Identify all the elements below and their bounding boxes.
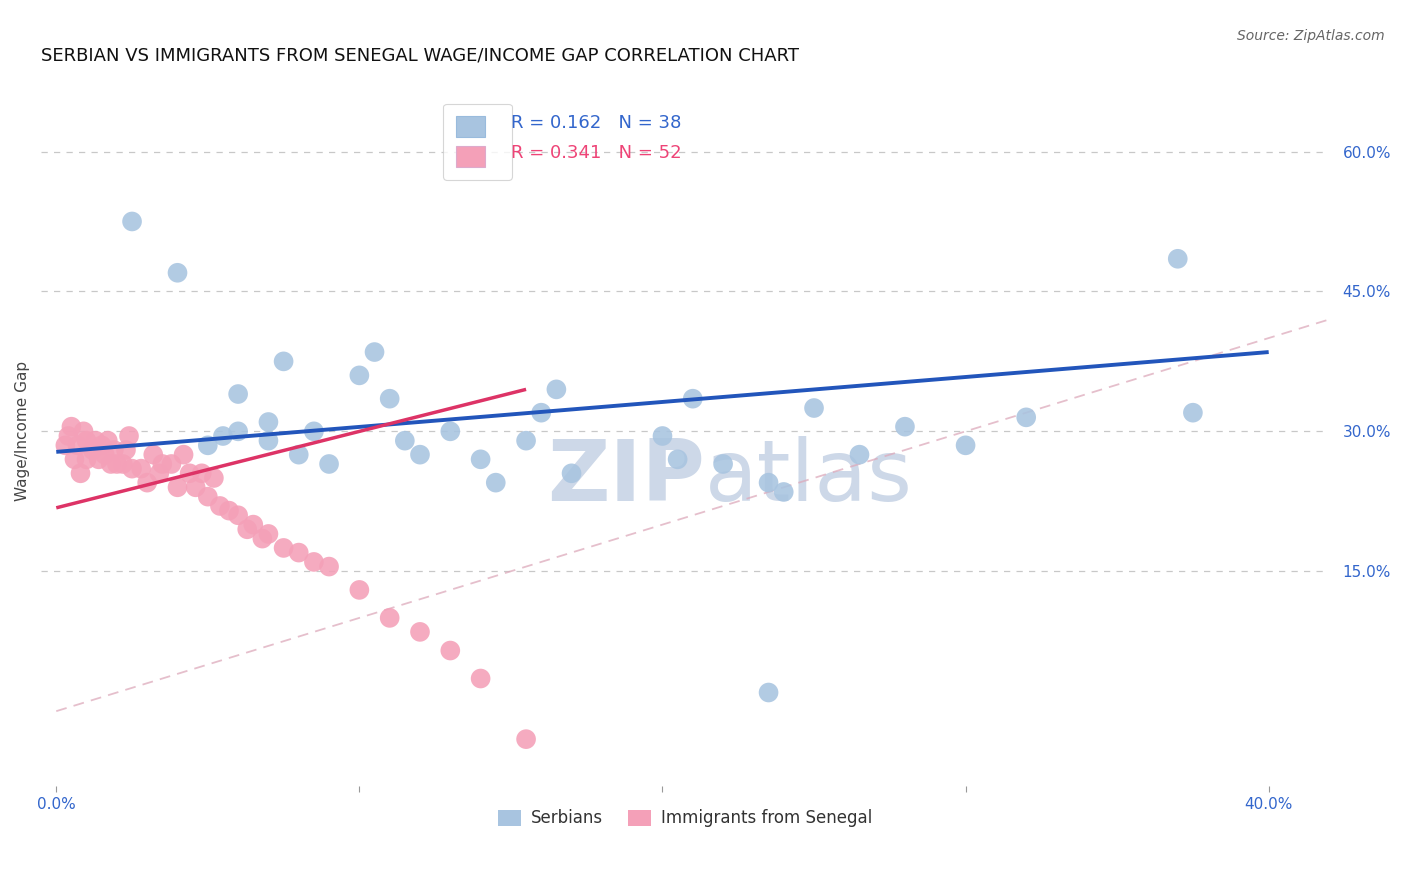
Point	[318, 559, 340, 574]
Point	[894, 419, 917, 434]
Point	[470, 452, 492, 467]
Point	[273, 541, 295, 555]
Point	[409, 448, 432, 462]
Point	[173, 448, 195, 462]
Point	[150, 457, 173, 471]
Point	[100, 457, 122, 471]
Point	[287, 448, 309, 462]
Point	[166, 480, 188, 494]
Point	[218, 503, 240, 517]
Text: R = 0.162   N = 38: R = 0.162 N = 38	[512, 114, 682, 132]
Point	[515, 434, 537, 448]
Point	[651, 429, 673, 443]
Point	[955, 438, 977, 452]
Point	[97, 434, 120, 448]
Point	[226, 508, 249, 523]
Point	[103, 442, 125, 457]
Point	[66, 438, 89, 452]
Point	[682, 392, 704, 406]
Point	[257, 415, 280, 429]
Point	[226, 425, 249, 439]
Point	[302, 425, 325, 439]
Point	[287, 546, 309, 560]
Point	[69, 467, 91, 481]
Point	[273, 354, 295, 368]
Point	[58, 429, 80, 443]
Point	[349, 368, 371, 383]
Point	[160, 457, 183, 471]
Text: ZIP: ZIP	[547, 436, 704, 519]
Point	[82, 442, 104, 457]
Point	[485, 475, 508, 490]
Point	[226, 387, 249, 401]
Point	[76, 452, 98, 467]
Point	[439, 643, 461, 657]
Point	[105, 457, 128, 471]
Point	[257, 434, 280, 448]
Point	[1167, 252, 1189, 266]
Point	[236, 522, 259, 536]
Point	[530, 406, 553, 420]
Point	[666, 452, 689, 467]
Point	[349, 582, 371, 597]
Text: R = 0.341   N = 52: R = 0.341 N = 52	[512, 144, 682, 161]
Point	[363, 345, 385, 359]
Text: Source: ZipAtlas.com: Source: ZipAtlas.com	[1237, 29, 1385, 43]
Point	[212, 429, 235, 443]
Point	[302, 555, 325, 569]
Point	[90, 438, 112, 452]
Point	[94, 448, 117, 462]
Point	[115, 442, 138, 457]
Point	[121, 214, 143, 228]
Point	[72, 425, 94, 439]
Text: atlas: atlas	[704, 436, 912, 519]
Point	[378, 392, 401, 406]
Point	[121, 461, 143, 475]
Text: SERBIAN VS IMMIGRANTS FROM SENEGAL WAGE/INCOME GAP CORRELATION CHART: SERBIAN VS IMMIGRANTS FROM SENEGAL WAGE/…	[41, 46, 799, 64]
Point	[470, 672, 492, 686]
Point	[111, 457, 134, 471]
Point	[148, 467, 170, 481]
Point	[166, 266, 188, 280]
Point	[136, 475, 159, 490]
Point	[87, 452, 110, 467]
Point	[242, 517, 264, 532]
Point	[1181, 406, 1204, 420]
Point	[758, 475, 780, 490]
Point	[848, 448, 870, 462]
Point	[197, 438, 219, 452]
Point	[190, 467, 212, 481]
Point	[76, 434, 98, 448]
Y-axis label: Wage/Income Gap: Wage/Income Gap	[15, 361, 30, 501]
Point	[772, 485, 794, 500]
Point	[118, 429, 141, 443]
Point	[439, 425, 461, 439]
Point	[758, 685, 780, 699]
Point	[803, 401, 825, 415]
Point	[561, 467, 583, 481]
Point	[142, 448, 165, 462]
Point	[197, 490, 219, 504]
Legend: Serbians, Immigrants from Senegal: Serbians, Immigrants from Senegal	[491, 803, 879, 834]
Point	[546, 383, 568, 397]
Point	[179, 467, 201, 481]
Point	[53, 438, 76, 452]
Point	[60, 419, 83, 434]
Point	[378, 611, 401, 625]
Point	[409, 624, 432, 639]
Point	[202, 471, 225, 485]
Point	[257, 527, 280, 541]
Point	[515, 732, 537, 747]
Point	[184, 480, 207, 494]
Point	[129, 461, 152, 475]
Point	[318, 457, 340, 471]
Point	[84, 434, 107, 448]
Point	[208, 499, 231, 513]
Point	[394, 434, 416, 448]
Point	[711, 457, 734, 471]
Point	[252, 532, 274, 546]
Point	[63, 452, 86, 467]
Point	[1015, 410, 1038, 425]
